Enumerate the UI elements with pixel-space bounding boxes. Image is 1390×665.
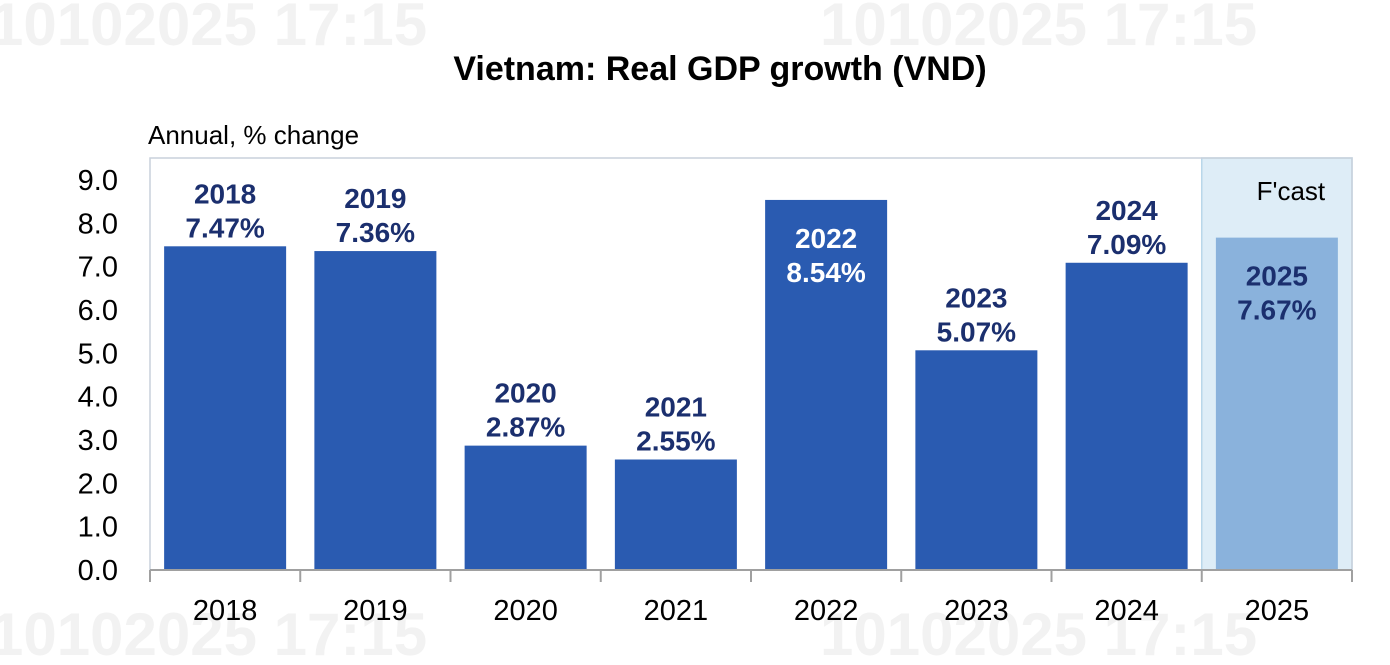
data-label-value: 2.87%: [486, 412, 565, 443]
x-tick-label: 2025: [1245, 595, 1310, 627]
x-tick-label: 2020: [493, 595, 558, 627]
x-tick-label: 2022: [794, 595, 859, 627]
bar-2024: [1065, 262, 1188, 570]
x-tick-label: 2019: [343, 595, 408, 627]
data-label-value: 8.54%: [786, 257, 865, 288]
y-tick-label: 6.0: [78, 295, 118, 327]
y-tick-label: 2.0: [78, 468, 118, 500]
bar-2023: [915, 350, 1038, 570]
data-label-year: 2021: [645, 392, 707, 423]
bar-2018: [164, 246, 287, 571]
data-label-year: 2022: [795, 223, 857, 254]
y-tick-label: 3.0: [78, 425, 118, 457]
forecast-label: F'cast: [1257, 176, 1326, 206]
bar-2022: [765, 199, 888, 570]
bar-2025: [1215, 237, 1338, 570]
x-tick-label: 2021: [644, 595, 709, 627]
data-label-value: 7.47%: [185, 212, 264, 243]
x-axis: 2018 2019 2020 2021 2022 2023 2024 2025: [149, 569, 1353, 627]
y-tick-label: 5.0: [78, 338, 118, 370]
y-tick-label: 0.0: [78, 555, 118, 587]
watermark-text: 10102025 17:15: [820, 601, 1257, 665]
bar-2021: [614, 459, 737, 570]
bar-2020: [464, 445, 587, 570]
data-label-year: 2025: [1246, 261, 1308, 292]
watermark-layer: 10102025 17:15 10102025 17:15 10102025 17:…: [0, 0, 1257, 665]
data-label-year: 2018: [194, 178, 256, 209]
chart-subtitle: Annual, % change: [148, 120, 359, 150]
data-label-value: 2.55%: [636, 426, 715, 457]
y-tick-label: 9.0: [78, 165, 118, 197]
y-tick-label: 7.0: [78, 252, 118, 284]
data-label-value: 5.07%: [937, 316, 1016, 347]
data-label-year: 2020: [494, 378, 556, 409]
watermark-text: 10102025 17:15: [0, 601, 427, 665]
data-label-year: 2019: [344, 183, 406, 214]
y-tick-label: 1.0: [78, 512, 118, 544]
data-label-year: 2023: [945, 282, 1007, 313]
data-label-value: 7.36%: [336, 217, 415, 248]
y-tick-label: 4.0: [78, 382, 118, 414]
bar-2019: [314, 251, 437, 571]
data-label-year: 2024: [1095, 195, 1158, 226]
data-label-value: 7.67%: [1237, 295, 1316, 326]
x-tick-label: 2023: [944, 595, 1009, 627]
y-tick-label: 8.0: [78, 208, 118, 240]
data-label-value: 7.09%: [1087, 229, 1166, 260]
chart-title: Vietnam: Real GDP growth (VND): [453, 50, 986, 88]
watermark-text: 10102025 17:15: [0, 0, 427, 58]
watermark-text: 10102025 17:15: [820, 0, 1257, 58]
x-tick-label: 2018: [193, 595, 258, 627]
x-tick-label: 2024: [1094, 595, 1159, 627]
y-axis: 0.0 1.0 2.0 3.0 4.0 5.0 6.0 7.0 8.0 9.0: [78, 165, 118, 587]
